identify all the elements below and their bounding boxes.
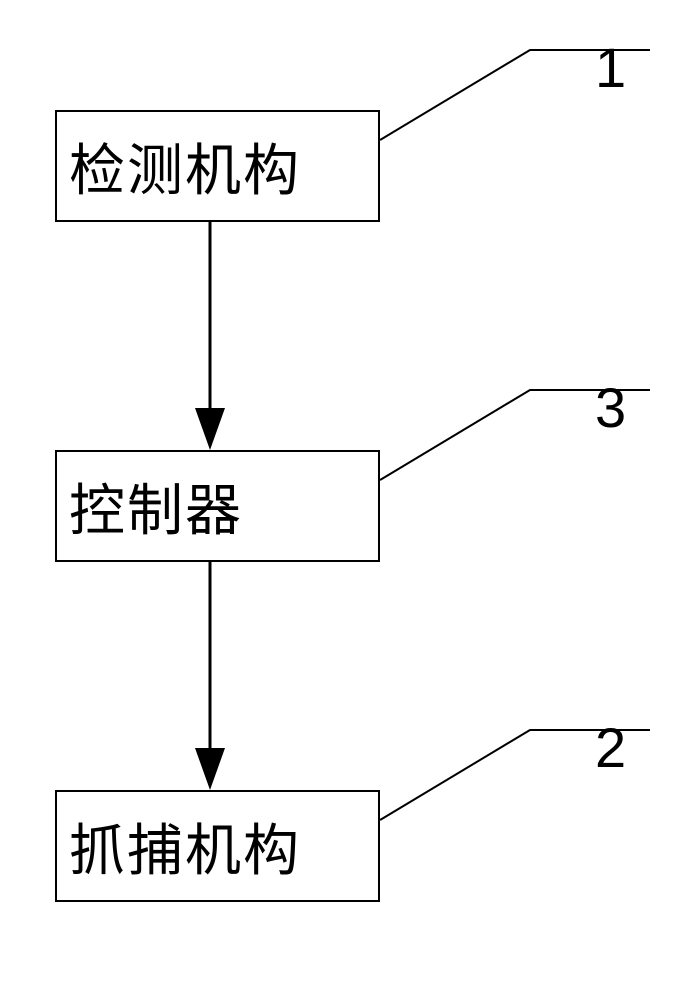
box-detect-text: 检测机构 <box>69 126 301 207</box>
arrow-detect-to-control <box>195 222 225 450</box>
box-control: 控制器 <box>55 450 380 562</box>
box-capture: 抓捕机构 <box>55 790 380 902</box>
label-1: 1 <box>595 35 626 100</box>
box-control-text: 控制器 <box>69 466 243 547</box>
label-2: 2 <box>595 715 626 780</box>
label-3: 3 <box>595 375 626 440</box>
arrow-control-to-capture <box>195 562 225 790</box>
box-capture-text: 抓捕机构 <box>69 806 301 887</box>
box-detect: 检测机构 <box>55 110 380 222</box>
